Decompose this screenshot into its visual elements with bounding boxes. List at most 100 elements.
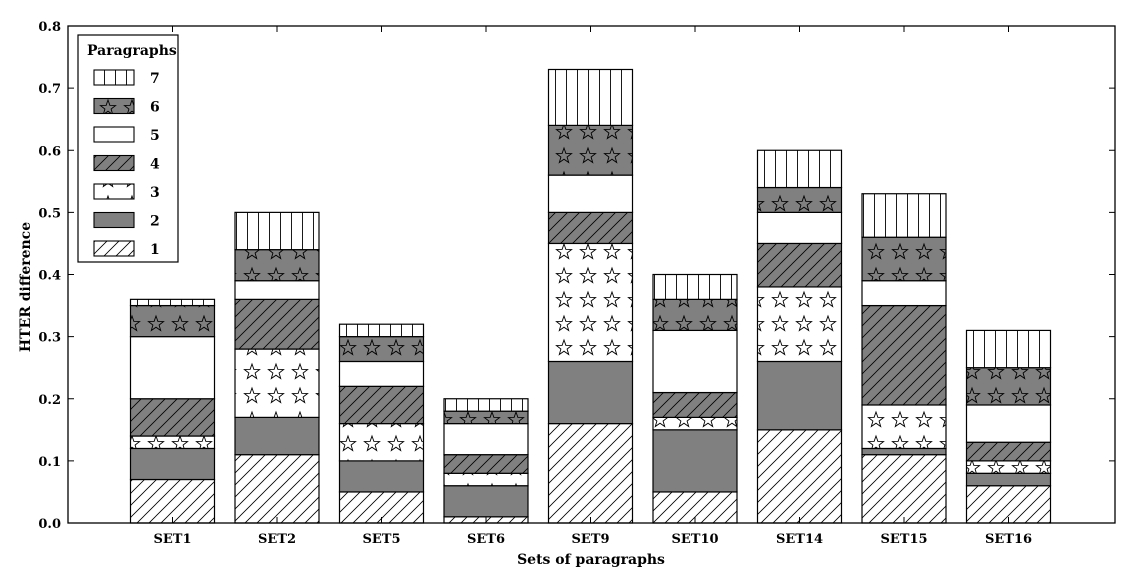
bar-segment <box>965 472 1052 487</box>
x-tick-label: SET6 <box>467 532 505 547</box>
x-tick-label: SET14 <box>776 532 823 547</box>
bar-segment <box>861 447 947 456</box>
bar-segment <box>861 193 947 238</box>
y-tick-label: 0.3 <box>38 331 61 346</box>
bar-segment <box>652 273 738 300</box>
bar-segment <box>129 398 216 437</box>
legend-title: Paragraphs <box>87 43 177 59</box>
bar-segment <box>965 485 1052 524</box>
bar-segment <box>338 423 425 462</box>
bar-segment <box>234 249 320 282</box>
bar-segment <box>443 454 529 474</box>
bar-segment <box>756 242 843 288</box>
legend-label: 4 <box>150 157 160 173</box>
bar-segment <box>756 429 843 524</box>
bar-segment <box>234 348 320 418</box>
bar-segment <box>338 360 425 387</box>
bar-segment <box>756 186 843 213</box>
bars <box>129 68 1052 524</box>
y-tick-label: 0.4 <box>38 269 61 284</box>
plot-frame <box>67 25 1116 524</box>
bar-segment <box>756 360 843 431</box>
bar-segment <box>338 385 425 425</box>
legend-item: 2 <box>93 211 160 230</box>
legend-label: 6 <box>150 100 160 116</box>
bar-segment <box>547 360 634 425</box>
legend-item: 4 <box>93 154 160 173</box>
bar-segment <box>443 410 529 425</box>
x-tick-label: SET2 <box>258 532 296 547</box>
bar-segment <box>234 211 320 251</box>
bar-segment <box>547 423 634 524</box>
legend-item: 6 <box>93 97 160 116</box>
x-tick-label: SET5 <box>362 532 400 547</box>
bar-segment <box>861 454 947 524</box>
bar-segment <box>652 391 738 418</box>
legend-label: 2 <box>150 214 160 230</box>
legend-swatch <box>93 240 135 257</box>
bar-segment <box>129 435 216 450</box>
x-axis-label: Sets of paragraphs <box>517 552 665 568</box>
bar-segment <box>443 423 529 456</box>
bar-segment <box>129 304 216 338</box>
bar-segment <box>756 286 843 363</box>
bar-segment <box>129 478 216 524</box>
bar-segment <box>861 280 947 307</box>
bar-segment <box>129 298 216 307</box>
bar-segment <box>338 323 425 338</box>
bar-segment <box>234 416 320 456</box>
bar-segment <box>965 441 1052 462</box>
legend-items: 7 6 5 4 3 2 1 <box>93 69 160 258</box>
bar-segment <box>965 404 1052 443</box>
y-axis-label: HTER difference <box>18 222 34 352</box>
legend-swatch <box>93 183 135 200</box>
legend-label: 7 <box>150 71 160 87</box>
bar-segment <box>234 454 320 524</box>
bar-segment <box>338 336 425 363</box>
bar-segment <box>129 447 216 481</box>
bar-segment <box>652 298 738 332</box>
legend: Paragraphs 7 6 5 4 3 2 1 <box>77 34 179 263</box>
bar-segment <box>965 367 1052 406</box>
x-tick-label: SET1 <box>153 532 191 547</box>
y-tick-label: 0.2 <box>38 393 61 408</box>
bar-segment <box>652 429 738 493</box>
legend-swatch <box>93 211 135 229</box>
legend-swatch <box>93 69 135 86</box>
bar-segment <box>652 329 738 394</box>
legend-item: 1 <box>93 240 160 258</box>
bar-segment <box>861 304 947 406</box>
bar-segment <box>338 460 425 493</box>
legend-swatch <box>93 154 135 172</box>
legend-item: 7 <box>93 69 160 87</box>
bar-segment <box>756 149 843 189</box>
bar-segment <box>861 236 947 282</box>
legend-item: 5 <box>93 126 160 144</box>
legend-label: 1 <box>150 242 160 258</box>
bar-segment <box>443 485 529 518</box>
bar-segment <box>129 336 216 400</box>
bar-segment <box>547 242 634 363</box>
bar-segment <box>965 460 1052 474</box>
legend-label: 5 <box>150 128 160 144</box>
bar-segment <box>861 404 947 450</box>
legend-label: 3 <box>150 185 160 201</box>
bar-segment <box>547 174 634 213</box>
x-tick-label: SET15 <box>880 532 927 547</box>
bar-segment <box>443 398 529 412</box>
y-tick-label: 0.6 <box>38 144 61 159</box>
bar-segment <box>547 211 634 245</box>
bar-segment <box>965 329 1052 369</box>
bar-segment <box>547 68 634 127</box>
legend-swatch <box>93 126 135 143</box>
bar-segment <box>547 124 634 176</box>
y-tick-label: 0.7 <box>38 82 61 97</box>
x-tick-label: SET9 <box>571 532 609 547</box>
legend-item: 3 <box>93 183 160 201</box>
bar-segment <box>443 472 529 487</box>
y-tick-label: 0.0 <box>38 517 61 532</box>
bar-segment <box>234 280 320 300</box>
y-tick-label: 0.5 <box>38 206 61 221</box>
